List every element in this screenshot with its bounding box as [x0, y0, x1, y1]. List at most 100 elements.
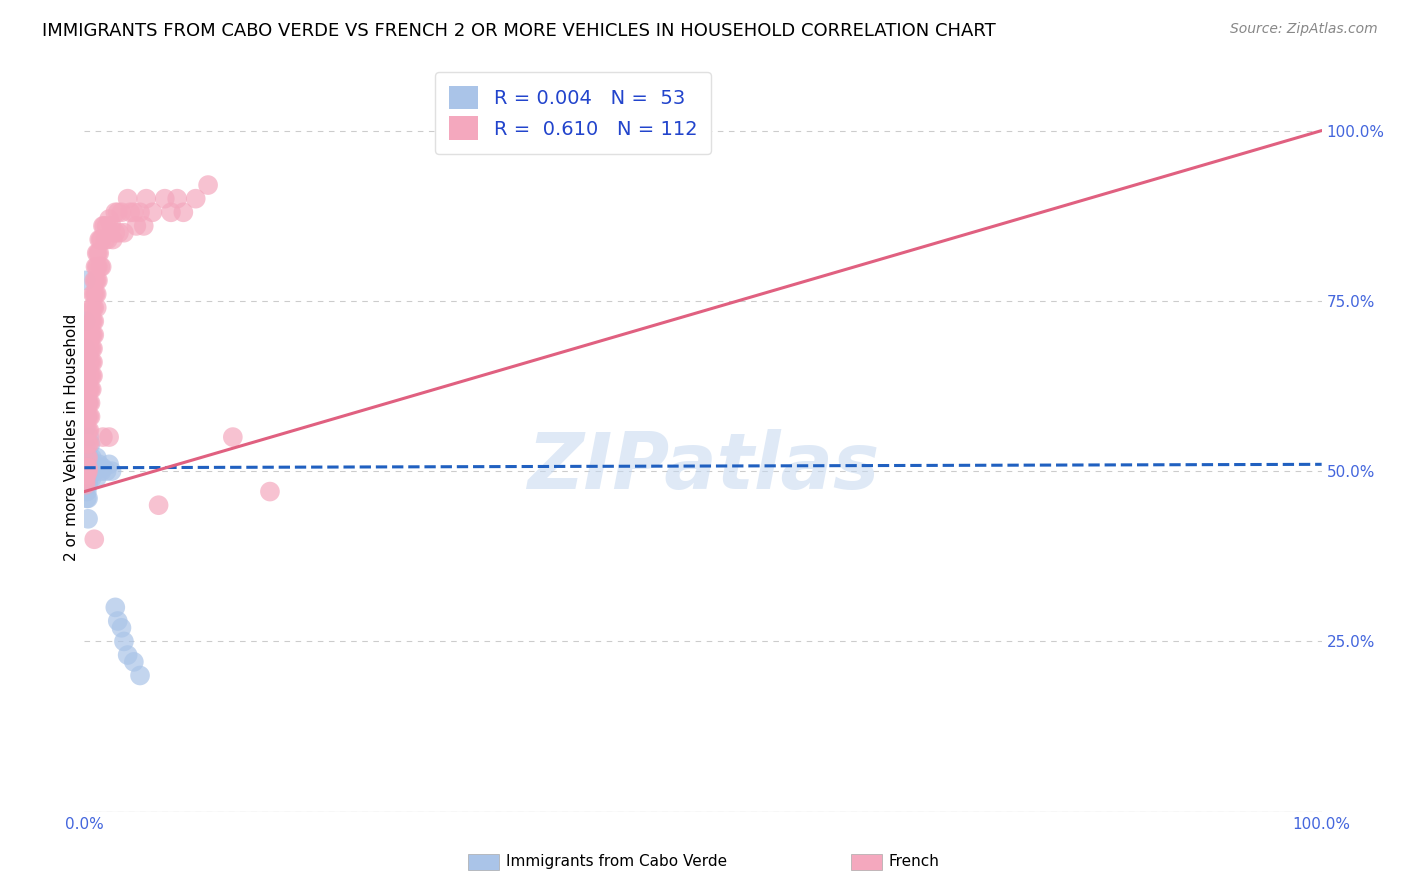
- Point: [75, 314, 97, 328]
- Point: [83, 301, 105, 315]
- Point: [75, 464, 97, 478]
- Point: [89, 458, 111, 472]
- Point: [77, 348, 100, 362]
- Point: [98, 212, 121, 227]
- Point: [79, 314, 101, 328]
- Point: [82, 355, 104, 369]
- Point: [79, 450, 101, 465]
- Point: [79, 368, 101, 383]
- Point: [141, 205, 163, 219]
- Point: [129, 205, 152, 219]
- Point: [87, 260, 110, 274]
- Point: [110, 621, 132, 635]
- Point: [75, 368, 97, 383]
- Point: [75, 460, 97, 475]
- Point: [79, 471, 101, 485]
- Point: [82, 368, 104, 383]
- Point: [79, 409, 101, 424]
- Point: [84, 460, 107, 475]
- Point: [77, 396, 100, 410]
- Point: [79, 355, 101, 369]
- Point: [75, 467, 97, 482]
- Point: [97, 233, 120, 247]
- Point: [96, 219, 118, 233]
- Point: [76, 450, 98, 465]
- Point: [75, 467, 97, 482]
- Point: [75, 464, 97, 478]
- Point: [77, 423, 100, 437]
- Point: [76, 396, 98, 410]
- Point: [90, 260, 112, 274]
- Point: [104, 226, 127, 240]
- Point: [79, 342, 101, 356]
- Point: [75, 475, 97, 489]
- Point: [160, 205, 183, 219]
- Point: [76, 362, 98, 376]
- Point: [83, 287, 105, 301]
- Point: [76, 464, 98, 478]
- Point: [75, 450, 97, 465]
- Point: [153, 192, 176, 206]
- Point: [76, 464, 98, 478]
- Point: [79, 327, 101, 342]
- Point: [122, 655, 145, 669]
- Point: [76, 450, 98, 465]
- Point: [104, 600, 127, 615]
- Point: [79, 342, 101, 356]
- Point: [107, 205, 129, 219]
- Point: [108, 226, 131, 240]
- Point: [86, 301, 108, 315]
- Point: [75, 477, 97, 491]
- Point: [94, 233, 117, 247]
- Point: [77, 368, 100, 383]
- Point: [82, 327, 104, 342]
- Point: [75, 423, 97, 437]
- Point: [87, 246, 110, 260]
- Point: [75, 460, 97, 475]
- Point: [96, 464, 118, 478]
- Point: [76, 409, 98, 424]
- Point: [79, 327, 101, 342]
- Point: [76, 471, 98, 485]
- Point: [120, 205, 142, 219]
- Point: [76, 464, 98, 478]
- Text: IMMIGRANTS FROM CABO VERDE VS FRENCH 2 OR MORE VEHICLES IN HOUSEHOLD CORRELATION: IMMIGRANTS FROM CABO VERDE VS FRENCH 2 O…: [42, 22, 995, 40]
- Text: French: French: [889, 855, 939, 869]
- Point: [86, 450, 108, 465]
- Point: [86, 260, 108, 274]
- Point: [77, 355, 100, 369]
- Point: [80, 314, 103, 328]
- Point: [80, 327, 103, 342]
- Point: [76, 460, 98, 475]
- Point: [79, 423, 101, 437]
- Y-axis label: 2 or more Vehicles in Household: 2 or more Vehicles in Household: [63, 313, 79, 561]
- Point: [82, 301, 104, 315]
- Point: [77, 491, 100, 506]
- Point: [259, 484, 281, 499]
- Point: [222, 430, 245, 444]
- Point: [112, 634, 135, 648]
- Point: [76, 423, 98, 437]
- Point: [135, 192, 157, 206]
- Point: [77, 464, 100, 478]
- Point: [77, 383, 100, 397]
- Point: [91, 430, 114, 444]
- Point: [117, 192, 139, 206]
- Point: [80, 301, 103, 315]
- Point: [82, 458, 104, 472]
- Point: [89, 246, 111, 260]
- Point: [79, 383, 101, 397]
- Point: [129, 668, 152, 682]
- Point: [90, 233, 112, 247]
- Point: [83, 273, 105, 287]
- Point: [98, 458, 121, 472]
- Point: [80, 342, 103, 356]
- Point: [76, 491, 98, 506]
- Point: [107, 614, 129, 628]
- Point: [89, 233, 111, 247]
- Point: [184, 192, 207, 206]
- Point: [77, 464, 100, 478]
- Point: [79, 368, 101, 383]
- Point: [75, 396, 97, 410]
- Point: [90, 464, 112, 478]
